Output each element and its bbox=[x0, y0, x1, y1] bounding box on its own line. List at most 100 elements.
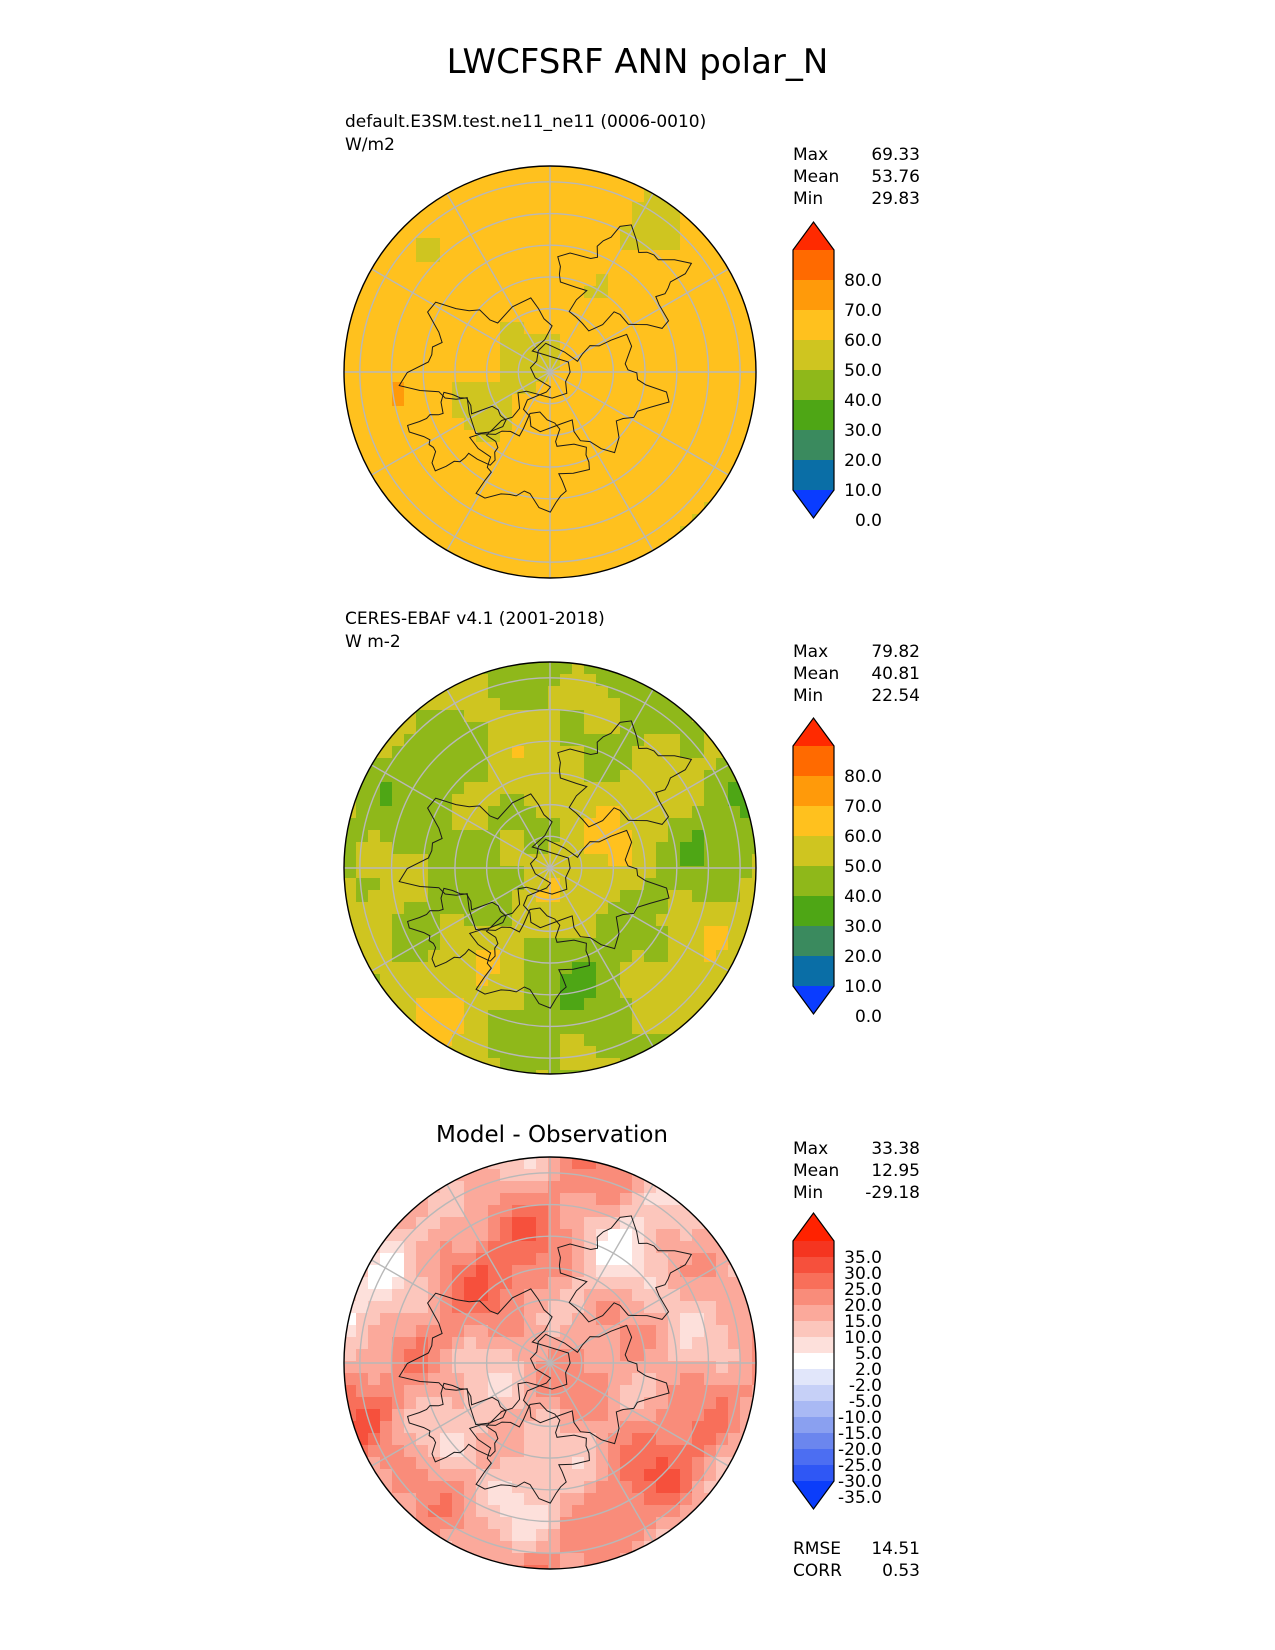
map-cell bbox=[356, 878, 369, 891]
map-cell bbox=[536, 1445, 549, 1458]
map-cell bbox=[656, 334, 669, 347]
map-cell bbox=[536, 770, 549, 783]
map-cell bbox=[632, 950, 645, 963]
colorbar-tick-label: -5.0 bbox=[849, 1392, 882, 1412]
map-cell bbox=[428, 490, 441, 503]
map-cell bbox=[716, 854, 729, 867]
map-cell bbox=[476, 938, 489, 951]
map-cell bbox=[656, 1445, 669, 1458]
map-cell bbox=[536, 1469, 549, 1482]
map-cell bbox=[692, 1385, 705, 1398]
map-cell bbox=[608, 770, 621, 783]
map-cell bbox=[644, 950, 657, 963]
map-cell bbox=[692, 370, 705, 383]
map-cell bbox=[464, 550, 477, 563]
map-cell bbox=[560, 226, 573, 239]
map-cell bbox=[368, 286, 381, 299]
map-cell bbox=[452, 1289, 465, 1302]
map-cell bbox=[476, 758, 489, 771]
map-cell bbox=[692, 1265, 705, 1278]
map-cell bbox=[452, 442, 465, 455]
map-cell bbox=[560, 238, 573, 251]
map-cell bbox=[500, 842, 513, 855]
map-cell bbox=[644, 274, 657, 287]
map-cell bbox=[680, 974, 693, 987]
map-cell bbox=[368, 1325, 381, 1338]
map-cell bbox=[692, 274, 705, 287]
map-cell bbox=[524, 1433, 537, 1446]
map-cell bbox=[548, 1505, 561, 1518]
map-cell bbox=[452, 394, 465, 407]
map-cell bbox=[536, 1481, 549, 1494]
map-cell bbox=[596, 1022, 609, 1035]
map-cell bbox=[608, 1541, 621, 1554]
map-cell bbox=[476, 358, 489, 371]
map-cell bbox=[380, 322, 393, 335]
map-cell bbox=[536, 214, 549, 227]
map-cell bbox=[452, 262, 465, 275]
map-cell bbox=[536, 1046, 549, 1059]
map-cell bbox=[524, 1565, 537, 1569]
panel-reference-stats: Max 79.82 Mean 40.81 Min 22.54 bbox=[793, 641, 920, 707]
map-cell bbox=[536, 1529, 549, 1542]
map-cell bbox=[692, 902, 705, 915]
map-cell bbox=[716, 1409, 729, 1422]
map-cell bbox=[464, 394, 477, 407]
map-cell bbox=[464, 1325, 477, 1338]
map-cell bbox=[608, 1289, 621, 1302]
longitude-line bbox=[371, 371, 551, 476]
map-cell bbox=[716, 794, 729, 807]
map-cell bbox=[560, 1469, 573, 1482]
map-cell bbox=[428, 1361, 441, 1374]
map-cell bbox=[704, 830, 717, 843]
map-cell bbox=[524, 1553, 537, 1566]
map-cell bbox=[476, 1217, 489, 1230]
map-cell bbox=[656, 1046, 669, 1059]
map-cell bbox=[716, 454, 729, 467]
map-cell bbox=[536, 1193, 549, 1206]
map-cell bbox=[644, 1457, 657, 1470]
map-cell bbox=[440, 1457, 453, 1470]
map-cell bbox=[656, 698, 669, 711]
map-cell bbox=[428, 1181, 441, 1194]
map-cell bbox=[380, 1217, 393, 1230]
map-cell bbox=[356, 914, 369, 927]
map-cell bbox=[536, 698, 549, 711]
map-cell bbox=[512, 902, 525, 915]
map-cell bbox=[668, 842, 681, 855]
map-cell bbox=[476, 202, 489, 215]
map-cell bbox=[668, 382, 681, 395]
map-cell bbox=[692, 262, 705, 275]
map-cell bbox=[728, 926, 741, 939]
map-cell bbox=[620, 1421, 633, 1434]
map-cell bbox=[404, 974, 417, 987]
map-cell bbox=[668, 1313, 681, 1326]
colorbar-tick-label: 80.0 bbox=[844, 767, 882, 787]
map-cell bbox=[464, 1361, 477, 1374]
figure-title: LWCFSRF ANN polar_N bbox=[446, 42, 829, 82]
map-cell bbox=[644, 1445, 657, 1458]
map-cell bbox=[572, 538, 585, 551]
map-cell bbox=[632, 974, 645, 987]
metric-corr-label: CORR bbox=[793, 1561, 842, 1581]
map-cell bbox=[584, 274, 597, 287]
map-cell bbox=[584, 1301, 597, 1314]
map-cell bbox=[584, 1505, 597, 1518]
map-cell bbox=[500, 1265, 513, 1278]
map-cell bbox=[428, 1385, 441, 1398]
map-cell bbox=[692, 1277, 705, 1290]
colorbar-segment bbox=[793, 400, 834, 431]
map-cell bbox=[440, 734, 453, 747]
map-cell bbox=[704, 430, 717, 443]
map-cell bbox=[452, 1253, 465, 1266]
map-cell bbox=[608, 490, 621, 503]
colorbar-segment bbox=[793, 1417, 834, 1434]
map-cell bbox=[572, 322, 585, 335]
map-cell bbox=[344, 842, 357, 855]
map-cell bbox=[620, 854, 633, 867]
map-cell bbox=[596, 238, 609, 251]
map-cell bbox=[356, 938, 369, 951]
map-cell bbox=[452, 298, 465, 311]
map-cell bbox=[368, 1373, 381, 1386]
map-cell bbox=[668, 1493, 681, 1506]
